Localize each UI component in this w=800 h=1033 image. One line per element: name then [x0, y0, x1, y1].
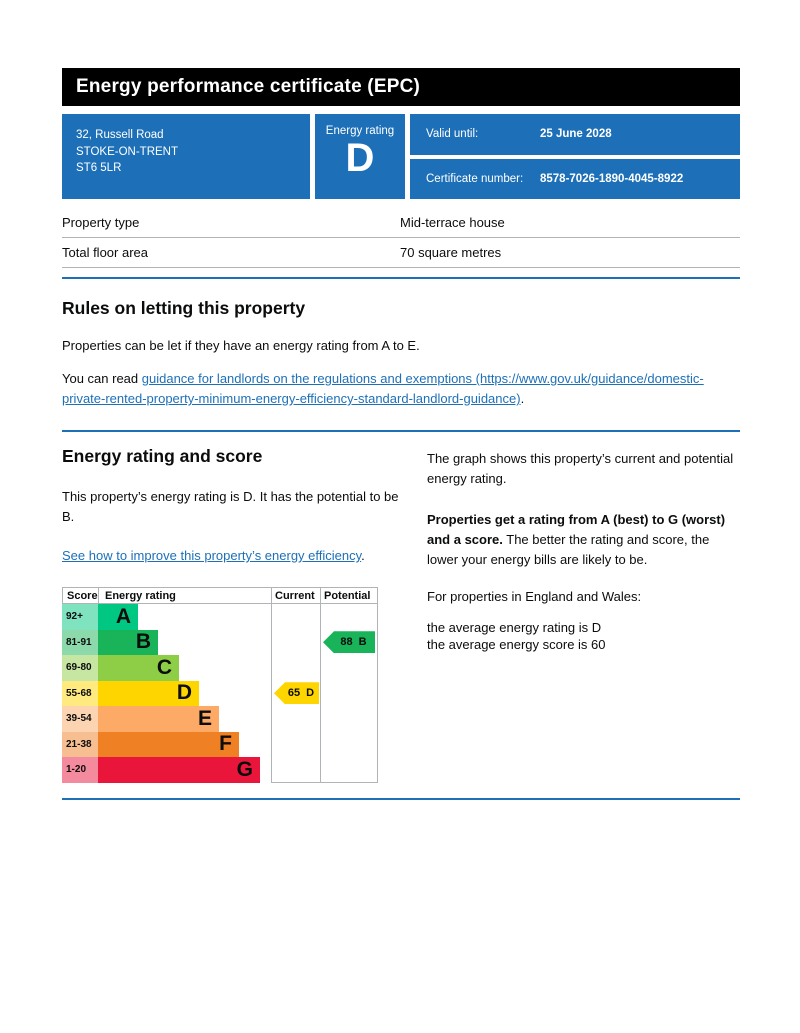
epc-band-bar: D [98, 680, 199, 706]
average-score-line: the average energy score is 60 [427, 636, 606, 652]
rules-section: Rules on letting this property Propertie… [62, 298, 740, 409]
potential-column-header: Potential [320, 587, 378, 604]
certificate-number-label: Certificate number: [426, 172, 524, 185]
page-title: Energy performance certificate (EPC) [62, 68, 740, 106]
certificate-number-row: Certificate number: 8578-7026-1890-4045-… [410, 158, 740, 199]
rating-explanation-rest: The better the rating and score, the low… [427, 532, 710, 567]
certificate-number-value: 8578-7026-1890-4045-8922 [540, 172, 684, 185]
valid-until-value: 25 June 2028 [540, 128, 612, 141]
average-rating-line: the average energy rating is D [427, 620, 602, 635]
epc-current-rating-arrow: 65 D [274, 682, 319, 705]
epc-score-range: 81-91 [62, 629, 98, 655]
validity-box: Valid until: 25 June 2028 Certificate nu… [410, 114, 740, 199]
floor-area-label: Total floor area [62, 245, 148, 260]
epc-band-row-b: 81-91 B [62, 629, 378, 655]
valid-until-row: Valid until: 25 June 2028 [410, 114, 740, 155]
guidance-paragraph: You can read guidance for landlords on t… [62, 369, 740, 409]
epc-band-row-f: 21-38 F [62, 731, 378, 757]
epc-score-range: 21-38 [62, 731, 98, 757]
score-column-header: Score [62, 587, 98, 604]
landlord-guidance-link[interactable]: guidance for landlords on the regulation… [62, 371, 704, 406]
rating-explanation-bold: Properties get a rating from A (best) to… [427, 512, 726, 547]
current-column-header: Current [271, 587, 320, 604]
graph-description-paragraph: The graph shows this property’s current … [427, 451, 734, 486]
epc-band-row-c: 69-80 C [62, 655, 378, 681]
property-type-label: Property type [62, 215, 140, 230]
address-line-1: 32, Russell Road [76, 129, 164, 141]
rating-summary-paragraph: This property’s energy rating is D. It h… [62, 489, 399, 524]
epc-band-row-g: 1-20 G [62, 757, 378, 783]
energy-rating-box: Energy rating D [315, 114, 405, 199]
epc-band-bar: C [98, 655, 179, 681]
epc-current-column: 65 D [271, 604, 320, 783]
address-line-2: STOKE-ON-TRENT [76, 145, 179, 158]
epc-score-range: 1-20 [62, 757, 98, 783]
epc-score-range: 92+ [62, 604, 98, 630]
table-row-property-type: Property type Mid-terrace house [62, 210, 740, 238]
epc-band-bar: A [98, 604, 138, 630]
epc-band-bar: G [98, 757, 260, 783]
epc-chart: Score Energy rating Current Potential 65… [62, 587, 378, 783]
energy-rating-value: D [345, 136, 375, 180]
epc-score-range: 69-80 [62, 655, 98, 681]
floor-area-value: 70 square metres [400, 245, 502, 260]
guidance-text-suffix: . [520, 391, 525, 406]
table-row-floor-area: Total floor area 70 square metres [62, 240, 740, 268]
epc-score-range: 39-54 [62, 706, 98, 732]
improve-efficiency-link[interactable]: See how to improve this property’s energ… [62, 548, 362, 563]
rating-column-header: Energy rating [98, 587, 271, 604]
epc-band-row-a: 92+ A [62, 604, 378, 630]
improve-efficiency-paragraph: See how to improve this property’s energ… [62, 546, 402, 566]
rating-section-right-column: The graph shows this property’s current … [427, 446, 740, 783]
property-details-table: Property type Mid-terrace house Total fl… [62, 210, 740, 268]
rules-paragraph: Properties can be let if they have an en… [62, 338, 420, 353]
property-type-value: Mid-terrace house [400, 215, 505, 230]
epc-chart-body: 65 D 88 B 92+ A 81-91 B 69-80 C 55-68 D 39-54 E 21-3… [62, 604, 378, 783]
epc-band-bar: B [98, 629, 158, 655]
section-divider [62, 798, 740, 800]
valid-until-label: Valid until: [426, 128, 479, 141]
certificate-summary: 32, Russell Road STOKE-ON-TRENT ST6 5LR … [62, 114, 740, 199]
guidance-text-prefix: You can read [62, 371, 142, 386]
property-address: 32, Russell Road STOKE-ON-TRENT ST6 5LR [62, 114, 310, 199]
epc-score-range: 55-68 [62, 680, 98, 706]
improve-efficiency-suffix: . [361, 548, 365, 563]
energy-rating-label: Energy rating [325, 125, 395, 137]
epc-band-row-e: 39-54 E [62, 706, 378, 732]
rating-heading: Energy rating and score [62, 446, 263, 466]
epc-content: Energy performance certificate (EPC) 32,… [62, 68, 740, 800]
epc-potential-rating-arrow: 88 B [323, 631, 375, 654]
section-divider [62, 430, 740, 432]
rating-section-left-column: Energy rating and score This property’s … [62, 446, 408, 783]
epc-potential-column: 88 B [320, 604, 378, 783]
rules-heading: Rules on letting this property [62, 298, 306, 318]
rating-section: Energy rating and score This property’s … [62, 446, 740, 783]
epc-band-row-d: 55-68 D [62, 680, 378, 706]
rating-explanation-paragraph: Properties get a rating from A (best) to… [427, 510, 740, 570]
epc-band-bar: F [98, 731, 239, 757]
epc-chart-header: Score Energy rating Current Potential [62, 587, 378, 604]
address-line-3: ST6 5LR [76, 162, 122, 175]
england-wales-paragraph: For properties in England and Wales: [427, 589, 642, 604]
epc-band-bar: E [98, 706, 219, 732]
section-divider [62, 277, 740, 279]
